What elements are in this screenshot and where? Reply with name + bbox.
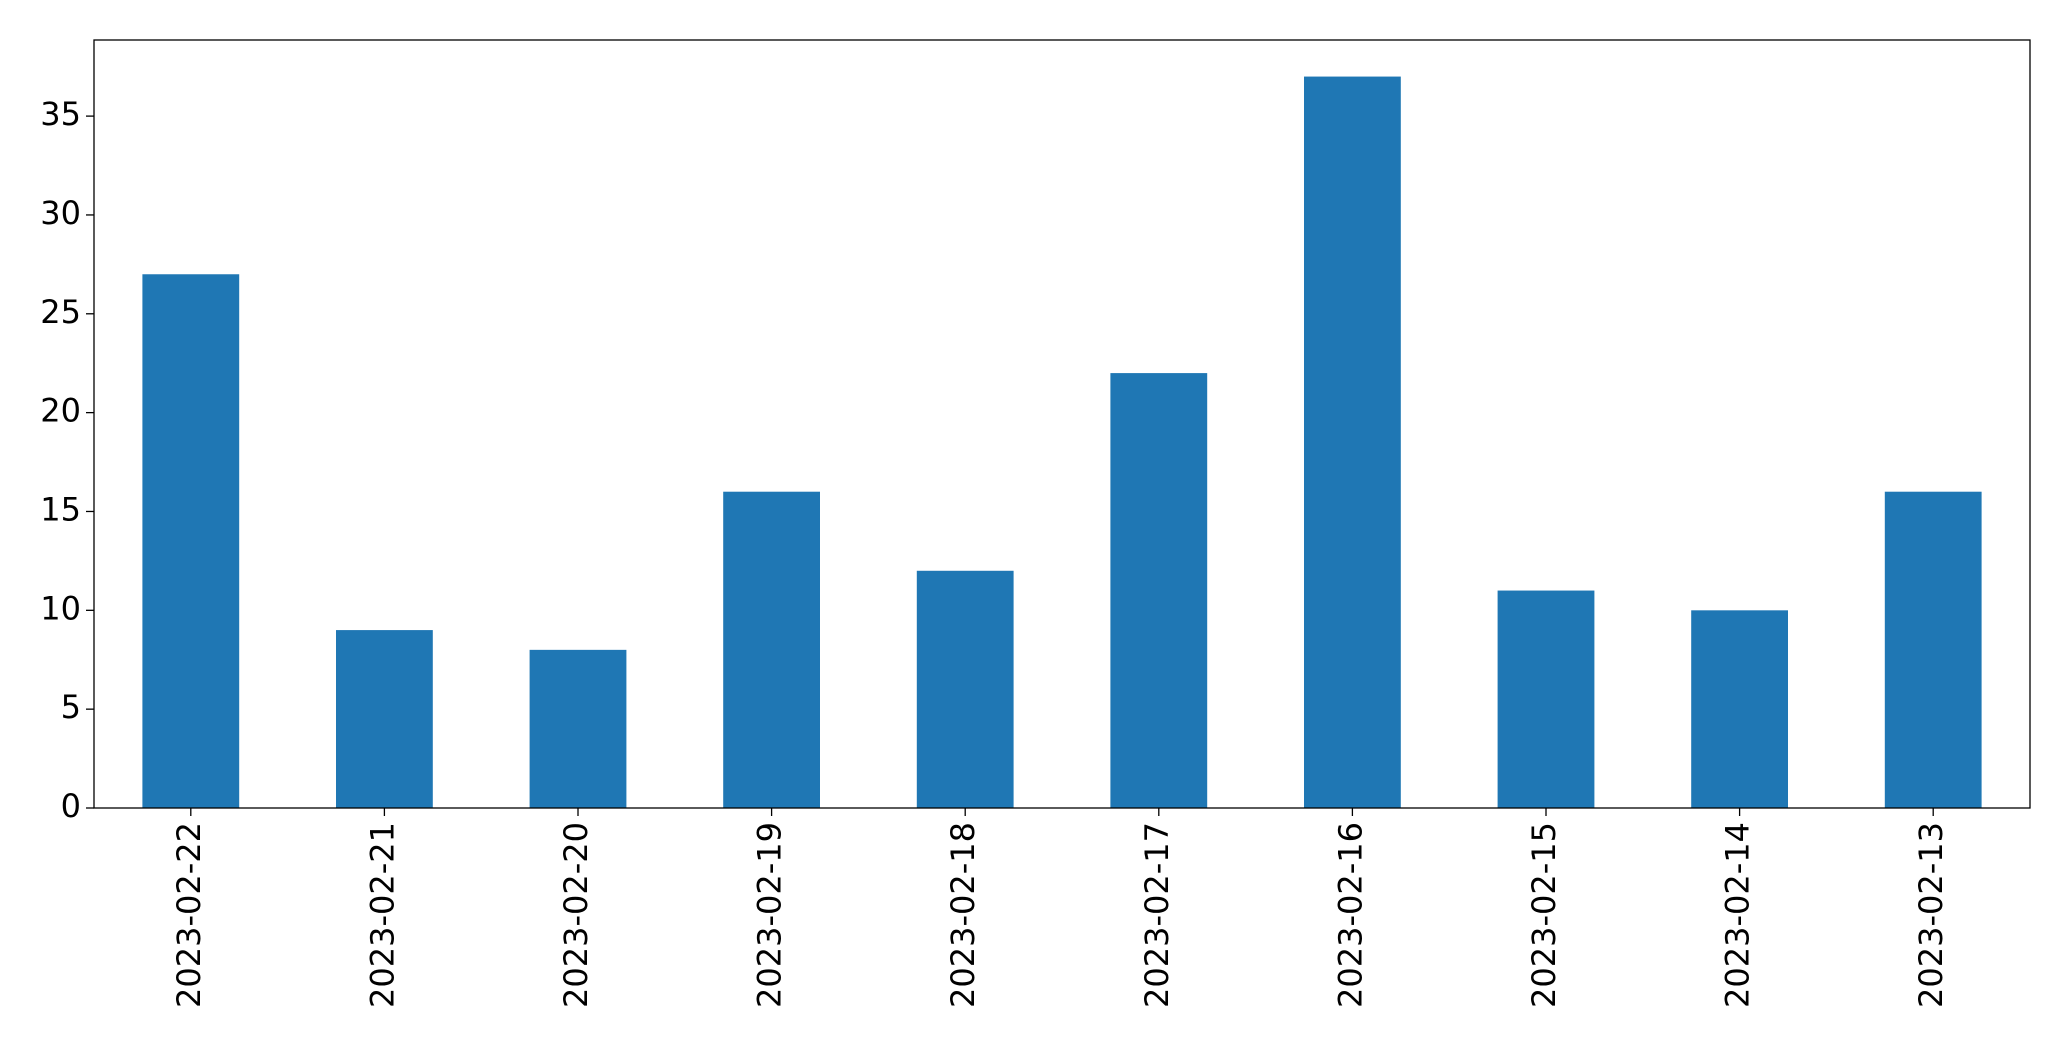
x-tick-label: 2023-02-14 (1719, 822, 1757, 1008)
y-tick-label: 25 (40, 293, 81, 331)
x-tick-label: 2023-02-17 (1138, 822, 1176, 1008)
bar (1304, 76, 1401, 809)
axes-frame (93, 39, 2031, 809)
bar (336, 630, 433, 808)
bar (1110, 373, 1208, 808)
x-tick-label: 2023-02-18 (944, 822, 982, 1008)
x-tick-label: 2023-02-15 (1525, 822, 1563, 1008)
y-tick-label: 5 (61, 688, 81, 726)
x-tick-label: 2023-02-21 (363, 822, 401, 1008)
y-tick-label: 20 (40, 392, 81, 430)
bar (529, 649, 627, 808)
x-tick-label: 2023-02-19 (751, 822, 789, 1008)
y-tick-label: 30 (40, 194, 81, 232)
x-tick-label: 2023-02-13 (1912, 822, 1950, 1008)
x-tick-label: 2023-02-16 (1331, 822, 1369, 1008)
y-tick-label: 35 (40, 95, 81, 133)
y-tick-label: 15 (40, 490, 81, 528)
x-tick-label: 2023-02-22 (170, 822, 208, 1008)
bar (1884, 491, 1982, 808)
x-tick-label: 2023-02-20 (557, 822, 595, 1008)
bar (1691, 610, 1788, 808)
y-tick-label: 10 (40, 589, 81, 627)
bar (723, 491, 820, 808)
bar (916, 570, 1014, 808)
y-tick-label: 0 (61, 787, 81, 825)
bar (1497, 590, 1595, 808)
bar (142, 274, 240, 808)
